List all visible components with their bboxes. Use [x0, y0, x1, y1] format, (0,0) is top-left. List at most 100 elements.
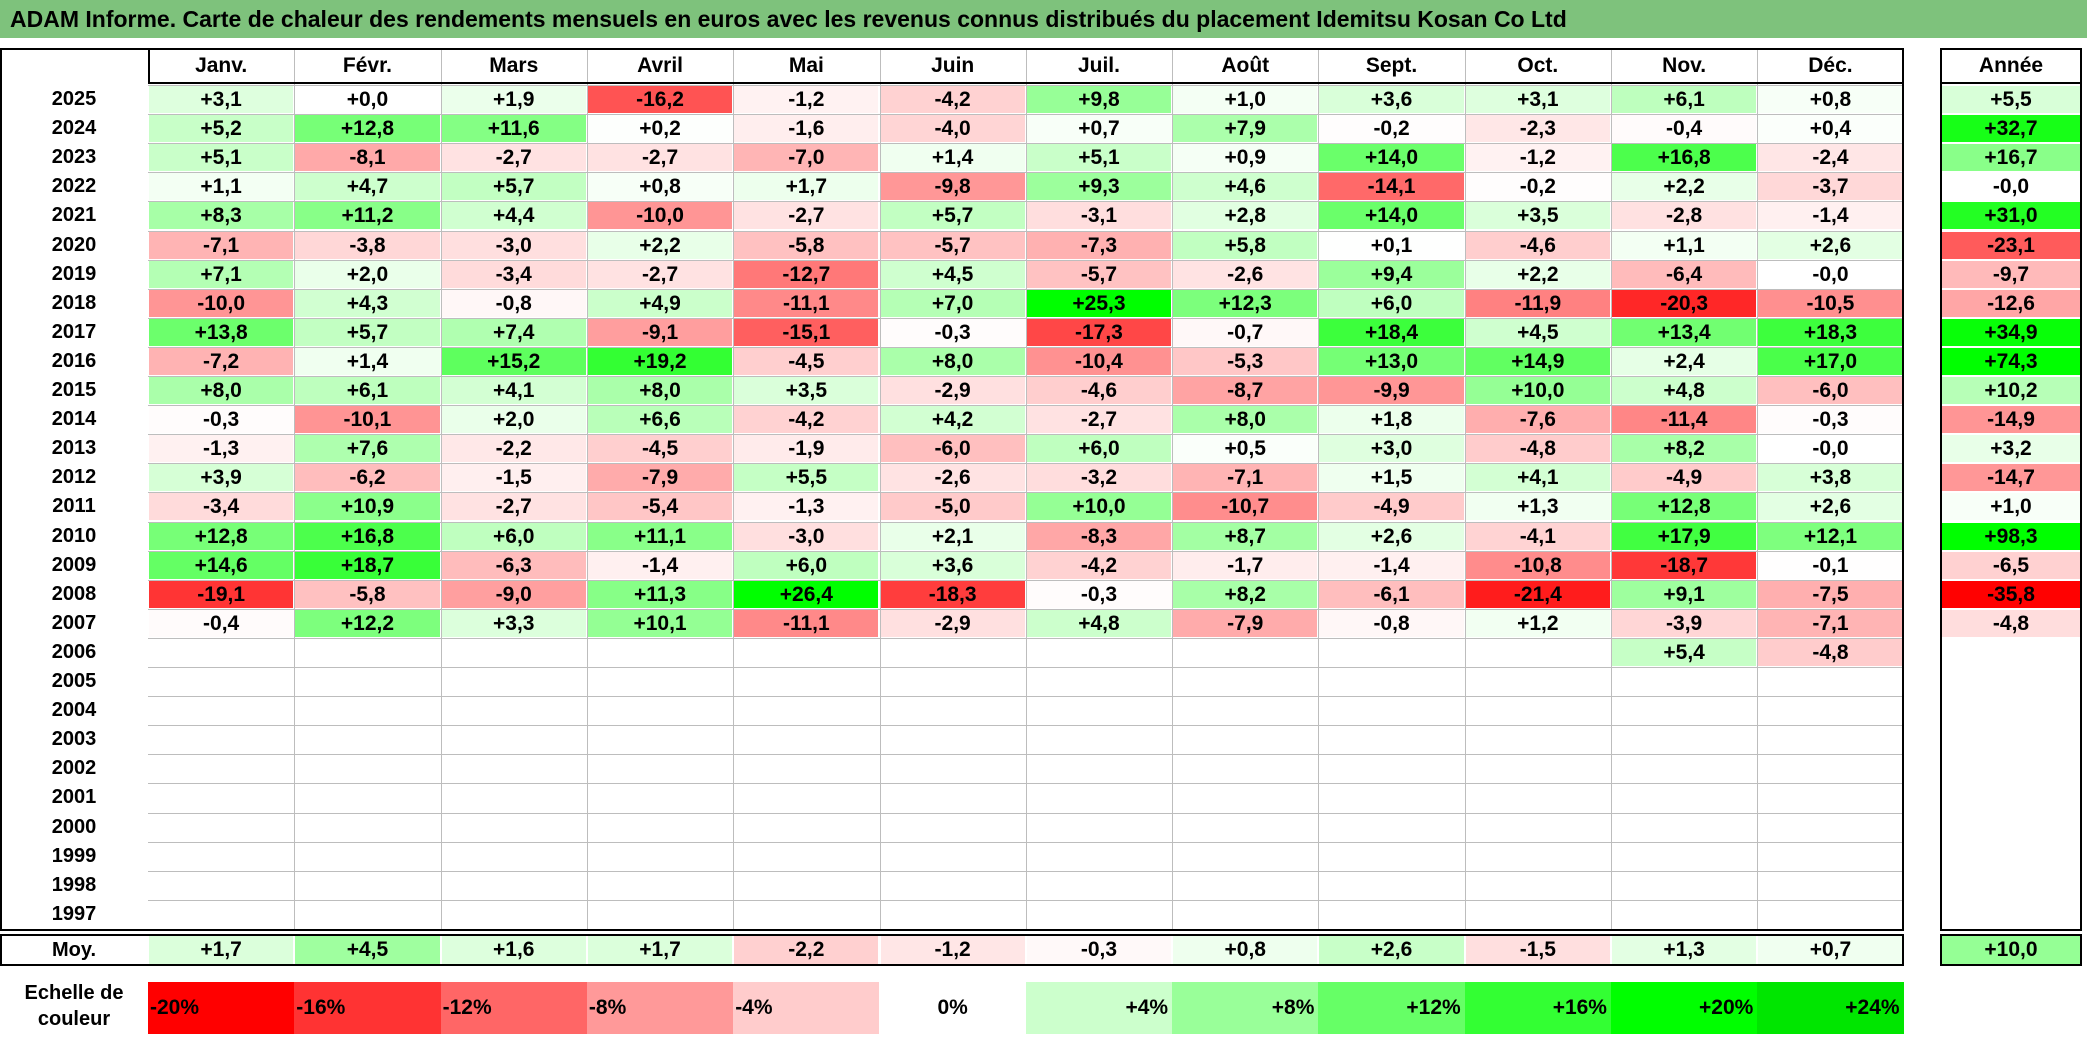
heatmap-cell: +8,0 [880, 347, 1025, 375]
heatmap-cell: -4,6 [1026, 377, 1172, 405]
heatmap-cell: +1,9 [441, 86, 586, 114]
heatmap-cell: +16,8 [295, 522, 440, 550]
heatmap-cell: -1,2 [1465, 144, 1610, 172]
heatmap-cell: -1,3 [149, 435, 294, 463]
heatmap-cell [1612, 901, 1756, 928]
heatmap-cell: -2,3 [1465, 115, 1610, 143]
heatmap-cell: +4,1 [441, 377, 586, 405]
heatmap-cell [295, 755, 439, 782]
heatmap-cell: +5,8 [1173, 231, 1318, 259]
heatmap-cell: +3,8 [1758, 464, 1903, 492]
average-cell: +1,7 [587, 936, 733, 964]
heatmap-cell: +4,7 [295, 173, 440, 201]
heatmap-cell: -0,4 [149, 609, 294, 637]
heatmap-cell: -0,0 [1758, 260, 1903, 288]
gridline [1757, 50, 1759, 929]
heatmap-cell: -7,9 [587, 464, 733, 492]
heatmap-cell: +11,2 [295, 202, 440, 230]
heatmap-cell [149, 639, 293, 666]
heatmap-cell [588, 901, 732, 928]
heatmap-cell: +3,1 [149, 86, 294, 114]
month-header: Août [1221, 54, 1270, 77]
heatmap-cell: +13,0 [1319, 347, 1464, 375]
heatmap-cell: +8,2 [1612, 435, 1757, 463]
heatmap-cell [588, 814, 732, 841]
heatmap-cell: -2,7 [587, 144, 733, 172]
annual-cell [1941, 784, 2081, 811]
month-header: Nov. [1662, 54, 1707, 77]
heatmap-cell [881, 814, 1025, 841]
heatmap-cell: +4,2 [880, 406, 1025, 434]
heatmap-cell: +0,1 [1319, 231, 1464, 259]
heatmap-cell: +9,4 [1319, 260, 1464, 288]
heatmap-cell: -2,7 [734, 202, 879, 230]
heatmap-cell [1466, 843, 1610, 870]
heatmap-cell [1758, 814, 1902, 841]
heatmap-cell: -11,4 [1612, 406, 1757, 434]
heatmap-cell: +10,0 [1026, 493, 1172, 521]
heatmap-cell: +7,4 [441, 318, 586, 346]
heatmap-cell [881, 639, 1025, 666]
heatmap-cell: -3,2 [1026, 464, 1172, 492]
annual-cell [1941, 697, 2081, 724]
heatmap-cell: +6,0 [441, 522, 586, 550]
color-scale-step: +16% [1464, 982, 1611, 1034]
heatmap-cell: -4,1 [1465, 522, 1610, 550]
heatmap-cell: +12,8 [1612, 493, 1757, 521]
heatmap-cell: -0,1 [1758, 551, 1903, 579]
year-label: 2006 [51, 640, 97, 663]
heatmap-cell: -7,1 [149, 231, 294, 259]
heatmap-cell: -7,9 [1173, 609, 1318, 637]
year-label: 2009 [51, 553, 97, 576]
heatmap-cell: +3,0 [1319, 435, 1464, 463]
heatmap-cell: -2,8 [1612, 202, 1757, 230]
heatmap-cell: +17,0 [1758, 347, 1903, 375]
heatmap-cell: +7,6 [295, 435, 440, 463]
month-header: Janv. [195, 54, 248, 77]
heatmap-cell: +15,2 [441, 347, 586, 375]
heatmap-cell: -0,8 [1319, 609, 1464, 637]
heatmap-cell [881, 726, 1025, 753]
annual-cell: +32,7 [1941, 115, 2081, 143]
heatmap-cell: -2,7 [441, 493, 586, 521]
year-label: 2008 [51, 582, 97, 605]
heatmap-cell [1758, 901, 1902, 928]
heatmap-cell [1466, 668, 1610, 695]
heatmap-cell: -1,6 [734, 115, 879, 143]
gridline [1318, 50, 1320, 929]
heatmap-cell: +3,9 [149, 464, 294, 492]
heatmap-cell: +12,3 [1173, 289, 1318, 317]
heatmap-cell [1027, 872, 1171, 899]
heatmap-cell: +10,9 [295, 493, 440, 521]
month-header: Juin [931, 54, 975, 77]
heatmap-cell: +5,1 [1026, 144, 1172, 172]
heatmap-cell [1027, 755, 1171, 782]
heatmap-cell [1173, 784, 1317, 811]
year-label: 2020 [51, 233, 97, 256]
year-label: 2014 [51, 408, 97, 431]
heatmap-cell: -9,9 [1319, 377, 1464, 405]
heatmap-cell: +4,1 [1465, 464, 1610, 492]
heatmap-cell: +14,0 [1319, 202, 1464, 230]
heatmap-cell [881, 872, 1025, 899]
heatmap-cell: -1,7 [1173, 551, 1318, 579]
month-header: Févr. [342, 54, 392, 77]
heatmap-cell: -1,4 [1758, 202, 1903, 230]
heatmap-cell: -0,7 [1173, 318, 1318, 346]
heatmap-cell: +6,1 [295, 377, 440, 405]
heatmap-cell: -6,1 [1319, 580, 1464, 608]
heatmap-cell [1319, 697, 1463, 724]
annual-header: Année [1978, 54, 2044, 77]
heatmap-cell: +11,3 [587, 580, 733, 608]
annual-cell: +34,9 [1941, 318, 2081, 346]
heatmap-cell: -9,0 [441, 580, 586, 608]
heatmap-cell: -5,8 [295, 580, 440, 608]
heatmap-cell: +2,2 [1612, 173, 1757, 201]
heatmap-cell: -6,0 [880, 435, 1025, 463]
heatmap-cell [588, 784, 732, 811]
annual-cell: -6,5 [1941, 551, 2081, 579]
heatmap-cell: -6,3 [441, 551, 586, 579]
heatmap-cell [734, 843, 878, 870]
heatmap-cell: +0,4 [1758, 115, 1903, 143]
heatmap-cell [1173, 843, 1317, 870]
